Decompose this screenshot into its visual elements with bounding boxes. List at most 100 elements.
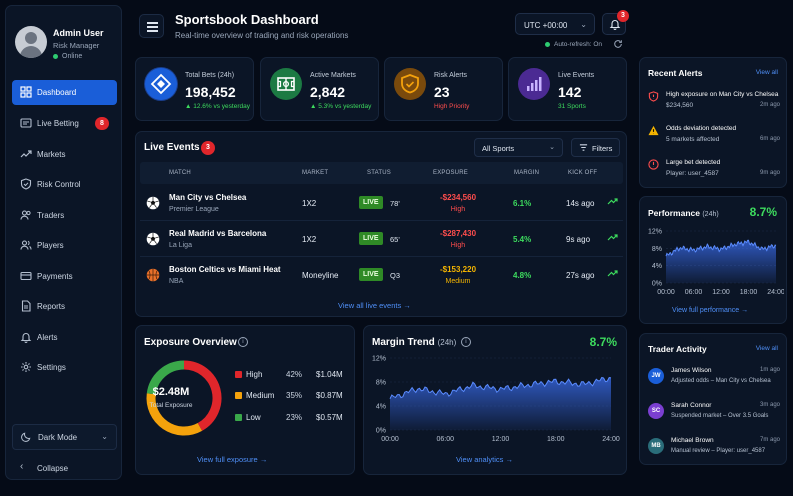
kpi-risk-alerts[interactable]: Risk Alerts 23 High Priority [384,57,503,121]
margin-trend-value: 8.7% [589,335,617,349]
shield-alert-icon [648,91,659,102]
view-all-live-events-link[interactable]: View all live events → [338,301,411,310]
soccer-ball-icon [146,196,160,210]
alert-item[interactable]: Large bet detected Player: user_4587 9m … [648,157,780,187]
kpi-value: 198,452 [185,84,236,100]
legend-swatch [235,414,242,421]
kpi-total-bets[interactable]: Total Bets (24h) 198,452 ▲ 12.6% vs yest… [135,57,254,121]
filters-button[interactable]: Filters [571,138,620,157]
bell-icon [609,18,621,32]
view-all-alerts-link[interactable]: View all [755,69,778,76]
exposure-donut-chart [146,360,222,436]
y-tick-label: 0% [376,428,386,435]
sidebar-item-payments[interactable]: Payments [12,264,117,289]
activity-desc: Manual review – Player: user_4587 [671,448,766,454]
sport-filter-value: All Sports [482,144,515,153]
bell-icon [20,331,32,343]
soccer-ball-icon [146,232,160,246]
sidebar-item-risk-control[interactable]: Risk Control [12,172,117,197]
activity-item[interactable]: JW James Wilson Adjusted odds – Man City… [648,366,780,396]
trend-up-icon [607,269,618,280]
match-name: Boston Celtics vs Miami Heat [169,265,281,274]
donut-slice-medium [146,393,203,436]
sport-filter-select[interactable]: All Sports ⌄ [474,138,563,157]
trend-up-icon [607,197,618,208]
sidebar-item-label: Settings [37,363,66,372]
sidebar-item-markets[interactable]: Markets [12,142,117,167]
live-betting-badge: 8 [95,117,109,130]
avatar: JW [648,368,664,384]
table-row[interactable]: Man City vs Chelsea Premier League 1X2 L… [140,185,623,221]
y-tick-label: 4% [376,404,386,411]
sidebar-item-label: Reports [37,302,66,311]
chevron-down-icon: ⌄ [549,144,555,151]
collapse-button[interactable]: ‹ Collapse [12,458,117,478]
market-type: 1X2 [302,235,317,244]
trader-activity-card: Trader Activity View all JW James Wilson… [639,333,787,465]
live-badge: LIVE [359,196,383,209]
risk-shield-icon [393,67,427,101]
refresh-icon[interactable] [613,39,623,52]
view-all-activity-link[interactable]: View all [755,345,778,352]
info-icon[interactable]: i [461,337,471,347]
view-full-exposure-link[interactable]: View full exposure → [197,455,268,464]
sidebar-item-label: Players [37,241,64,250]
sidebar: Admin User Risk Manager Online Dashboard… [5,5,122,480]
kpi-live-events[interactable]: Live Events 142 31 Sports [508,57,627,121]
legend-item-high: High 42% $1.04M [235,369,350,381]
sidebar-item-label: Traders [37,211,65,220]
live-events-count: 3 [201,141,215,155]
legend-item-low: Low 23% $0.57M [235,412,350,424]
alert-item[interactable]: High exposure on Man City vs Chelsea $23… [648,89,780,119]
info-icon[interactable]: i [238,337,248,347]
alert-item[interactable]: Odds deviation detected 5 markets affect… [648,123,780,153]
exposure-value: -$234,560 [439,193,477,202]
user-profile[interactable]: Admin User Risk Manager Online [15,26,115,68]
exposure-overview-card: Exposure Overview i $2.48M Total Exposur… [135,325,355,475]
match-name: Man City vs Chelsea [169,193,247,202]
chevron-down-icon: ⌄ [101,432,108,441]
alert-circle-icon [648,159,659,170]
x-tick-label: 18:00 [547,436,565,443]
live-events-title: Live Events [144,142,200,153]
series-line [389,376,612,400]
activity-item[interactable]: SC Sarah Connor Suspended market – Over … [648,401,780,431]
kpi-sub: ▲ 12.6% vs yesterday [185,103,250,110]
live-signal-icon [517,67,551,101]
x-tick-label: 00:00 [381,436,399,443]
activity-item[interactable]: MB Michael Brown Manual review – Player:… [648,436,780,466]
table-row[interactable]: Boston Celtics vs Miami Heat NBA Moneyli… [140,257,623,293]
x-tick-label: 06:00 [685,289,703,296]
dashboard-icon [20,86,32,98]
activity-time: 1m ago [759,367,780,373]
x-tick-label: 12:00 [712,289,730,296]
series-line [665,239,777,257]
performance-chart: 0% 4% 8% 12% 00:00 06:00 12:00 18:00 24:00 [648,229,784,297]
match-minute: Q3 [390,271,401,280]
basketball-icon [146,268,160,282]
kpi-active-markets[interactable]: Active Markets 2,842 ▲ 5.3% vs yesterday [260,57,379,121]
chevron-left-icon: ‹ [20,461,24,472]
sidebar-item-players[interactable]: Players [12,233,117,258]
kpi-sub: 31 Sports [558,103,586,110]
alert-sub: 5 markets affected [666,136,720,143]
view-analytics-link[interactable]: View analytics → [456,455,513,464]
sidebar-item-dashboard[interactable]: Dashboard [12,80,117,105]
sidebar-item-alerts[interactable]: Alerts [12,325,117,350]
table-row[interactable]: Real Madrid vs Barcelona La Liga 1X2 LIV… [140,221,623,257]
timezone-select[interactable]: UTC +00:00 ⌄ [515,13,595,35]
sidebar-item-settings[interactable]: Settings [12,355,117,380]
sidebar-item-label: Markets [37,150,66,159]
sidebar-item-live-betting[interactable]: Live Betting 8 [12,111,117,136]
legend-swatch [235,371,242,378]
sidebar-item-label: Alerts [37,333,58,342]
trader-name: James Wilson [671,367,712,374]
sidebar-item-reports[interactable]: Reports [12,294,117,319]
sidebar-item-traders[interactable]: Traders [12,203,117,228]
trader-activity-title: Trader Activity [648,344,707,354]
view-full-performance-link[interactable]: View full performance → [672,307,749,314]
dark-mode-toggle[interactable]: Dark Mode ⌄ [12,424,117,450]
col-exposure: EXPOSURE [433,170,468,176]
menu-button[interactable] [139,14,164,38]
y-tick-label: 8% [652,246,662,253]
